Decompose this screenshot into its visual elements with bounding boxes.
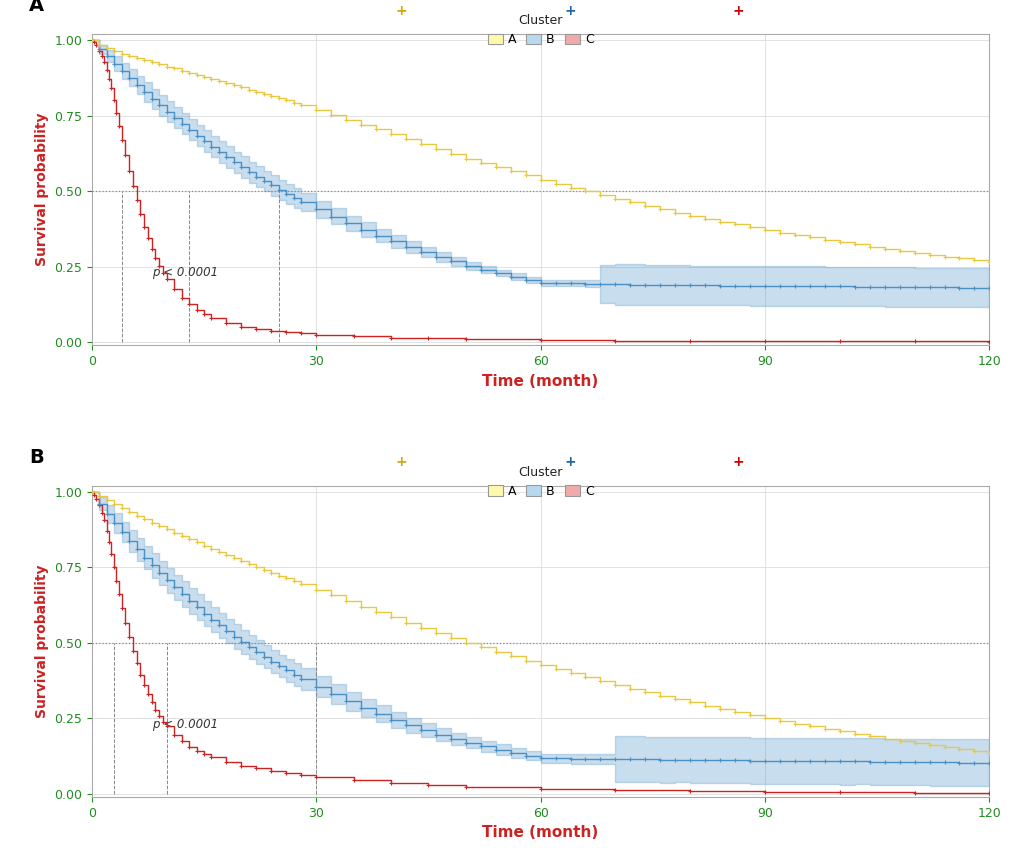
Y-axis label: Survival probability: Survival probability bbox=[35, 113, 49, 266]
Text: +: + bbox=[564, 3, 576, 18]
Text: p < 0.0001: p < 0.0001 bbox=[152, 717, 217, 731]
X-axis label: Time (month): Time (month) bbox=[482, 374, 598, 388]
Legend: A, B, C: A, B, C bbox=[482, 9, 598, 51]
Text: +: + bbox=[732, 3, 743, 18]
Text: +: + bbox=[395, 455, 407, 469]
Text: +: + bbox=[732, 455, 743, 469]
Text: +: + bbox=[564, 455, 576, 469]
Legend: A, B, C: A, B, C bbox=[482, 460, 598, 503]
Text: A: A bbox=[29, 0, 44, 15]
Text: +: + bbox=[395, 3, 407, 18]
Text: B: B bbox=[29, 448, 44, 467]
X-axis label: Time (month): Time (month) bbox=[482, 825, 598, 840]
Text: p < 0.0001: p < 0.0001 bbox=[152, 266, 217, 279]
Y-axis label: Survival probability: Survival probability bbox=[35, 565, 49, 718]
